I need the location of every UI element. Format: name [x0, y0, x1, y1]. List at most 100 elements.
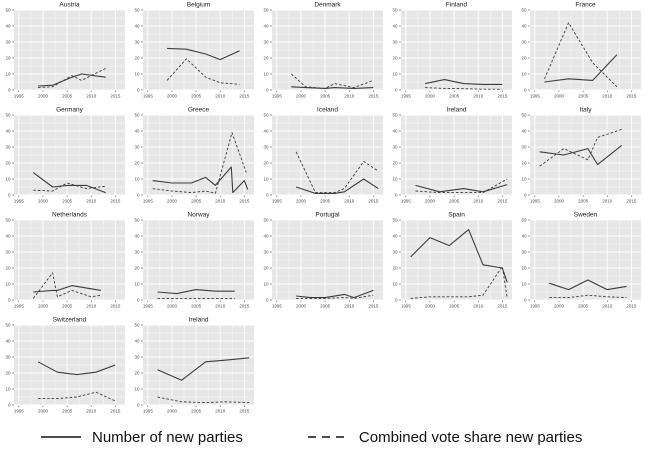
svg-text:2010: 2010	[344, 304, 355, 309]
facet-france: 1995 2000 2005 2010 2015 0 10 20 30 40 50 France	[516, 0, 645, 105]
svg-text:1995: 1995	[14, 304, 25, 309]
svg-text:2005: 2005	[62, 199, 73, 204]
svg-text:20: 20	[134, 161, 140, 166]
svg-text:30: 30	[392, 40, 398, 45]
svg-text:50: 50	[392, 8, 398, 13]
svg-text:20: 20	[263, 56, 269, 61]
svg-text:2005: 2005	[191, 94, 202, 99]
facet-sweden: 1995 2000 2005 2010 2015 0 10 20 30 40 50 Sweden	[516, 210, 645, 315]
facet-plot: 1995 2000 2005 2010 2015 0 10 20 30 40 50 Denmark	[263, 2, 383, 99]
svg-text:50: 50	[5, 113, 11, 118]
svg-text:30: 30	[521, 145, 527, 150]
svg-text:2000: 2000	[554, 199, 565, 204]
svg-text:10: 10	[134, 282, 140, 287]
svg-text:2005: 2005	[191, 409, 202, 414]
facet-germany: 1995 2000 2005 2010 2015 0 10 20 30 40 50 Germany	[0, 105, 129, 210]
svg-text:50: 50	[5, 8, 11, 13]
svg-text:0: 0	[137, 403, 140, 408]
svg-text:0: 0	[266, 88, 269, 93]
svg-text:50: 50	[521, 113, 527, 118]
facet-plot: 1995 2000 2005 2010 2015 0 10 20 30 40 50 Netherlan…	[5, 212, 125, 309]
svg-text:2005: 2005	[62, 94, 73, 99]
facet-title: Denmark	[314, 2, 341, 9]
svg-text:2015: 2015	[497, 94, 508, 99]
solid-data-line	[38, 73, 106, 87]
svg-text:0: 0	[8, 193, 11, 198]
facet-finland: 1995 2000 2005 2010 2015 0 10 20 30 40 50 Finland	[387, 0, 516, 105]
svg-text:1995: 1995	[14, 94, 25, 99]
svg-text:2005: 2005	[62, 304, 73, 309]
facet-title: France	[575, 2, 596, 9]
facet-title: Ireland	[447, 107, 467, 114]
svg-text:30: 30	[521, 250, 527, 255]
svg-text:1995: 1995	[272, 94, 283, 99]
svg-text:0: 0	[524, 88, 527, 93]
svg-text:2015: 2015	[110, 304, 121, 309]
facet-title: Belgium	[187, 2, 210, 9]
facet-belgium: 1995 2000 2005 2010 2015 0 10 20 30 40 50 Belgium	[129, 0, 258, 105]
svg-text:2015: 2015	[368, 94, 379, 99]
svg-text:2005: 2005	[191, 199, 202, 204]
facet-plot: 1995 2000 2005 2010 2015 0 10 20 30 40 50 Switzerla…	[5, 317, 125, 414]
svg-text:40: 40	[134, 234, 140, 239]
svg-text:0: 0	[395, 88, 398, 93]
svg-text:20: 20	[134, 371, 140, 376]
svg-text:30: 30	[5, 355, 11, 360]
svg-text:0: 0	[8, 88, 11, 93]
solid-data-line	[157, 289, 235, 295]
svg-text:2015: 2015	[626, 94, 637, 99]
facet-title: Spain	[448, 212, 465, 219]
dashed-data-line	[415, 178, 508, 194]
svg-text:20: 20	[392, 56, 398, 61]
svg-text:10: 10	[263, 177, 269, 182]
svg-text:10: 10	[5, 282, 11, 287]
facet-title: Austria	[59, 2, 80, 9]
svg-text:2000: 2000	[425, 199, 436, 204]
dashed-data-line	[549, 294, 627, 299]
svg-text:30: 30	[134, 40, 140, 45]
svg-text:2015: 2015	[239, 199, 250, 204]
svg-text:1995: 1995	[14, 409, 25, 414]
svg-text:50: 50	[5, 323, 11, 328]
svg-text:0: 0	[266, 298, 269, 303]
solid-data-line	[296, 289, 374, 299]
facet-title: Germany	[56, 107, 83, 114]
svg-text:2000: 2000	[554, 304, 565, 309]
facet-plot: 1995 2000 2005 2010 2015 0 10 20 30 40 50 Portugal	[263, 212, 383, 309]
facet-plot: 1995 2000 2005 2010 2015 0 10 20 30 40 50 Greece	[134, 107, 254, 204]
facet-portugal: 1995 2000 2005 2010 2015 0 10 20 30 40 50 Portugal	[258, 210, 387, 315]
svg-text:10: 10	[134, 387, 140, 392]
svg-text:2000: 2000	[38, 304, 49, 309]
svg-text:30: 30	[5, 40, 11, 45]
svg-text:40: 40	[5, 129, 11, 134]
solid-data-line	[295, 178, 379, 194]
svg-text:2000: 2000	[296, 304, 307, 309]
svg-text:2015: 2015	[497, 199, 508, 204]
svg-text:10: 10	[263, 282, 269, 287]
svg-text:2010: 2010	[86, 199, 97, 204]
svg-text:1995: 1995	[272, 199, 283, 204]
dashed-data-line	[539, 128, 622, 167]
svg-text:2005: 2005	[578, 199, 589, 204]
svg-text:2005: 2005	[320, 304, 331, 309]
svg-text:1995: 1995	[401, 199, 412, 204]
facet-plot: 1995 2000 2005 2010 2015 0 10 20 30 40 50 Finland	[392, 2, 512, 99]
solid-data-line	[37, 361, 116, 376]
svg-text:2015: 2015	[239, 94, 250, 99]
facet-plot: 1995 2000 2005 2010 2015 0 10 20 30 40 50 France	[521, 2, 641, 99]
facet-ireland: 1995 2000 2005 2010 2015 0 10 20 30 40 50 Ireland	[387, 105, 516, 210]
solid-data-line	[33, 285, 101, 293]
legend-item-combined-vote-share: Combined vote share new parties	[307, 429, 582, 446]
facet-title: Sweden	[574, 212, 598, 219]
svg-text:20: 20	[5, 161, 11, 166]
facet-title: Greece	[188, 107, 210, 114]
solid-data-line	[291, 86, 374, 89]
svg-text:40: 40	[392, 234, 398, 239]
facet-title: Switzerland	[53, 317, 87, 324]
svg-text:2000: 2000	[296, 94, 307, 99]
dashed-data-line	[295, 151, 379, 194]
legend-label-solid: Number of new parties	[92, 428, 243, 446]
svg-text:2010: 2010	[602, 94, 613, 99]
svg-text:2015: 2015	[626, 304, 637, 309]
svg-text:0: 0	[137, 298, 140, 303]
